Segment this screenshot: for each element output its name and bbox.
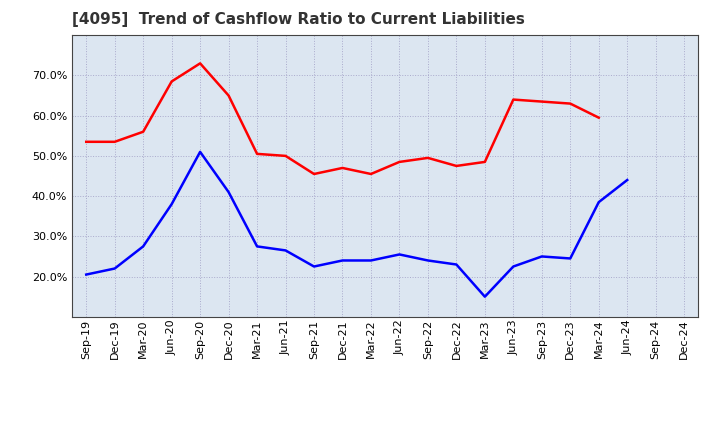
Operating CF to Current Liabilities — [480, 159, 489, 165]
Operating CF to Current Liabilities — [423, 155, 432, 161]
Operating CF to Current Liabilities — [110, 139, 119, 144]
Free CF to Current Liabilities — [167, 202, 176, 207]
Operating CF to Current Liabilities — [395, 159, 404, 165]
Operating CF to Current Liabilities — [139, 129, 148, 134]
Operating CF to Current Liabilities — [82, 139, 91, 144]
Free CF to Current Liabilities — [537, 254, 546, 259]
Free CF to Current Liabilities — [623, 177, 631, 183]
Free CF to Current Liabilities — [310, 264, 318, 269]
Operating CF to Current Liabilities — [595, 115, 603, 120]
Free CF to Current Liabilities — [253, 244, 261, 249]
Line: Operating CF to Current Liabilities: Operating CF to Current Liabilities — [86, 63, 599, 174]
Free CF to Current Liabilities — [196, 149, 204, 154]
Operating CF to Current Liabilities — [310, 171, 318, 176]
Operating CF to Current Liabilities — [338, 165, 347, 171]
Operating CF to Current Liabilities — [196, 61, 204, 66]
Free CF to Current Liabilities — [338, 258, 347, 263]
Operating CF to Current Liabilities — [452, 163, 461, 169]
Free CF to Current Liabilities — [139, 244, 148, 249]
Operating CF to Current Liabilities — [282, 153, 290, 158]
Line: Free CF to Current Liabilities: Free CF to Current Liabilities — [86, 152, 627, 297]
Operating CF to Current Liabilities — [566, 101, 575, 106]
Free CF to Current Liabilities — [423, 258, 432, 263]
Operating CF to Current Liabilities — [225, 93, 233, 98]
Free CF to Current Liabilities — [395, 252, 404, 257]
Free CF to Current Liabilities — [566, 256, 575, 261]
Text: [4095]  Trend of Cashflow Ratio to Current Liabilities: [4095] Trend of Cashflow Ratio to Curren… — [72, 12, 525, 27]
Operating CF to Current Liabilities — [253, 151, 261, 157]
Free CF to Current Liabilities — [452, 262, 461, 267]
Operating CF to Current Liabilities — [509, 97, 518, 102]
Free CF to Current Liabilities — [282, 248, 290, 253]
Free CF to Current Liabilities — [82, 272, 91, 277]
Operating CF to Current Liabilities — [537, 99, 546, 104]
Free CF to Current Liabilities — [366, 258, 375, 263]
Free CF to Current Liabilities — [110, 266, 119, 271]
Free CF to Current Liabilities — [595, 199, 603, 205]
Free CF to Current Liabilities — [225, 190, 233, 195]
Free CF to Current Liabilities — [480, 294, 489, 299]
Free CF to Current Liabilities — [509, 264, 518, 269]
Operating CF to Current Liabilities — [366, 171, 375, 176]
Operating CF to Current Liabilities — [167, 79, 176, 84]
